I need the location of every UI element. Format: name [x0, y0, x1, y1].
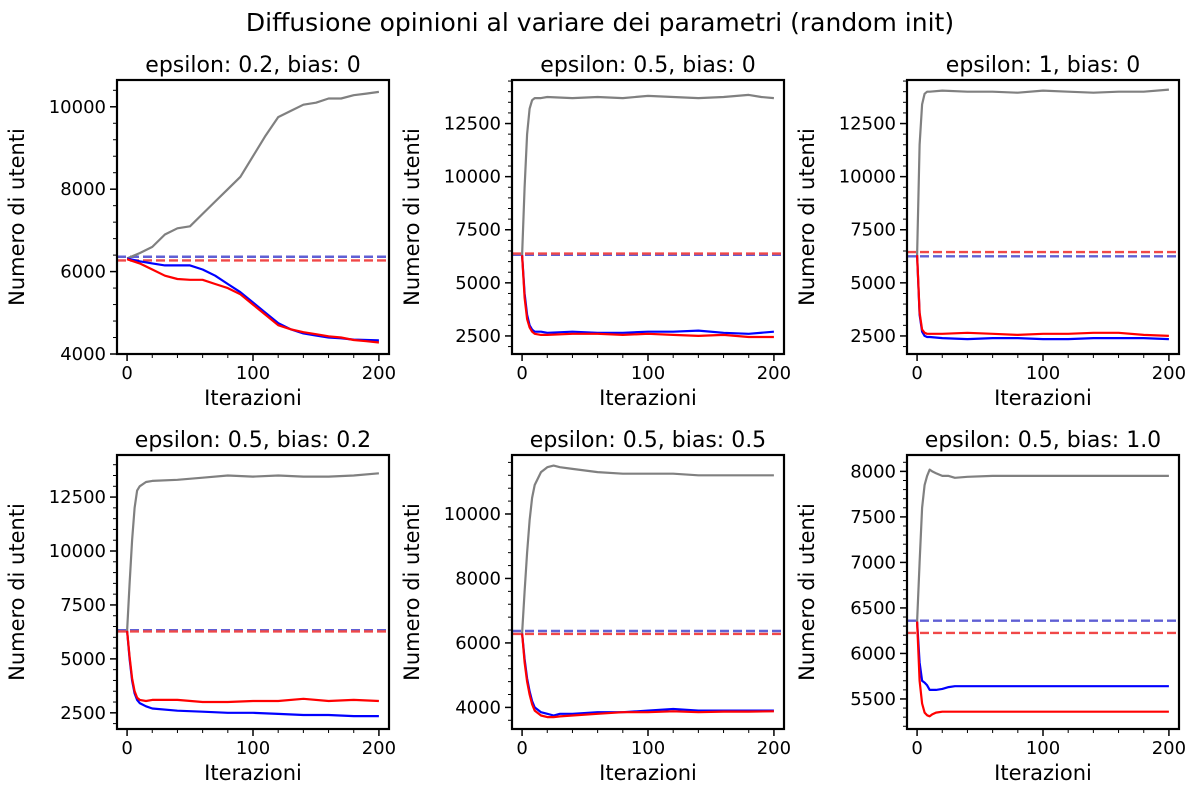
subplot-3: 0 100 200 2500 5000 7500 10000 12500 epsilon: 1,… [795, 53, 1186, 410]
series-line-red [916, 621, 1169, 718]
series-line-blue [126, 630, 379, 718]
x-axis-label: Iterazioni [204, 761, 302, 785]
y-tick-label: 5000 [60, 649, 106, 670]
subplot-title: epsilon: 0.5, bias: 0.5 [530, 428, 766, 453]
y-tick-label: 8000 [455, 568, 501, 589]
y-tick-label: 5000 [850, 273, 896, 294]
x-tick-label: 200 [1152, 738, 1186, 759]
y-tick-label: 5500 [850, 689, 896, 710]
subplot-6: 0 100 200 5500 6000 6500 7000 7500 8000 epsilon: … [795, 428, 1186, 785]
x-tick-label: 0 [121, 363, 132, 384]
x-axis-label: Iterazioni [994, 761, 1092, 785]
subplot-4: 0 100 200 2500 5000 7500 10000 12500 epsilon: 0.… [5, 428, 396, 785]
y-tick-label: 7500 [60, 595, 106, 616]
x-axis-label: Iterazioni [204, 386, 302, 410]
x-tick-label: 0 [911, 363, 922, 384]
series-line-grey [521, 93, 774, 256]
y-tick-label: 10000 [49, 541, 106, 562]
y-tick-label: 8000 [60, 179, 106, 200]
y-tick-label: 10000 [49, 97, 106, 118]
y-axis-label: Numero di utenti [795, 503, 819, 681]
y-tick-label: 8000 [850, 461, 896, 482]
x-tick-label: 200 [1152, 363, 1186, 384]
y-tick-label: 7000 [850, 552, 896, 573]
x-tick-label: 200 [757, 738, 791, 759]
series-line-grey [126, 472, 379, 631]
subplot-2: 0 100 200 2500 5000 7500 10000 12500 epsilon: 0.… [400, 53, 791, 410]
y-tick-label: 7500 [850, 507, 896, 528]
y-tick-label: 10000 [444, 167, 501, 188]
series-line-blue [521, 255, 774, 335]
y-tick-label: 12500 [839, 114, 896, 135]
y-tick-label: 2500 [455, 326, 501, 347]
subplot-5: 0 100 200 4000 6000 8000 10000 epsilon: 0.5, bi… [400, 428, 791, 785]
x-axis-label: Iterazioni [994, 386, 1092, 410]
x-tick-label: 200 [362, 363, 396, 384]
y-axis-label: Numero di utenti [400, 128, 424, 306]
y-tick-label: 6000 [60, 262, 106, 283]
x-tick-label: 100 [236, 738, 270, 759]
y-axis-label: Numero di utenti [795, 128, 819, 306]
x-tick-label: 100 [631, 738, 665, 759]
y-tick-label: 10000 [444, 504, 501, 525]
series-line-red [126, 258, 380, 344]
figure-title: Diffusione opinioni al variare dei param… [245, 8, 955, 37]
y-axis-label: Numero di utenti [400, 503, 424, 681]
subplot-title: epsilon: 0.2, bias: 0 [145, 53, 360, 78]
series-line-red [916, 255, 1169, 337]
x-tick-label: 0 [121, 738, 132, 759]
x-tick-label: 0 [516, 363, 527, 384]
subplot-title: epsilon: 0.5, bias: 0 [540, 53, 755, 78]
y-tick-label: 4000 [60, 344, 106, 365]
axes-frame [115, 78, 391, 356]
series-line-blue [521, 633, 774, 717]
x-tick-label: 100 [1026, 363, 1060, 384]
y-tick-label: 6500 [850, 598, 896, 619]
y-tick-label: 5000 [455, 273, 501, 294]
series-line-grey [126, 90, 380, 260]
axes-frame [115, 453, 391, 731]
x-tick-label: 200 [362, 738, 396, 759]
y-tick-label: 7500 [455, 220, 501, 241]
series-line-grey [916, 468, 1169, 622]
axes-frame [510, 78, 786, 356]
y-axis-label: Numero di utenti [5, 503, 29, 681]
x-tick-label: 100 [631, 363, 665, 384]
x-tick-label: 100 [1026, 738, 1060, 759]
y-tick-label: 6000 [850, 643, 896, 664]
y-tick-label: 12500 [49, 487, 106, 508]
y-tick-label: 2500 [850, 326, 896, 347]
x-axis-label: Iterazioni [599, 761, 697, 785]
x-tick-label: 0 [516, 738, 527, 759]
x-tick-label: 200 [757, 363, 791, 384]
series-line-blue [126, 257, 379, 342]
axes-frame [905, 78, 1181, 356]
y-tick-label: 6000 [455, 633, 501, 654]
y-tick-label: 10000 [839, 167, 896, 188]
y-tick-label: 2500 [60, 703, 106, 724]
subplot-title: epsilon: 0.5, bias: 1.0 [925, 428, 1161, 453]
x-tick-label: 100 [236, 363, 270, 384]
subplot-1: 0 100 200 4000 6000 8000 10000 epsilon: 0.2, bi… [5, 53, 396, 410]
y-tick-label: 7500 [850, 220, 896, 241]
y-tick-label: 12500 [444, 114, 501, 135]
series-line-red [521, 633, 774, 719]
series-line-red [126, 630, 379, 704]
series-line-blue [916, 255, 1169, 341]
subplot-title: epsilon: 1, bias: 0 [946, 53, 1140, 78]
series-line-blue [916, 621, 1169, 692]
series-line-grey [916, 88, 1169, 256]
subplot-title: epsilon: 0.5, bias: 0.2 [135, 428, 371, 453]
axes-frame [510, 453, 786, 731]
series-line-grey [521, 464, 774, 634]
y-tick-label: 4000 [455, 697, 501, 718]
x-axis-label: Iterazioni [599, 386, 697, 410]
x-tick-label: 0 [911, 738, 922, 759]
series-line-red [521, 255, 774, 339]
y-axis-label: Numero di utenti [5, 128, 29, 306]
